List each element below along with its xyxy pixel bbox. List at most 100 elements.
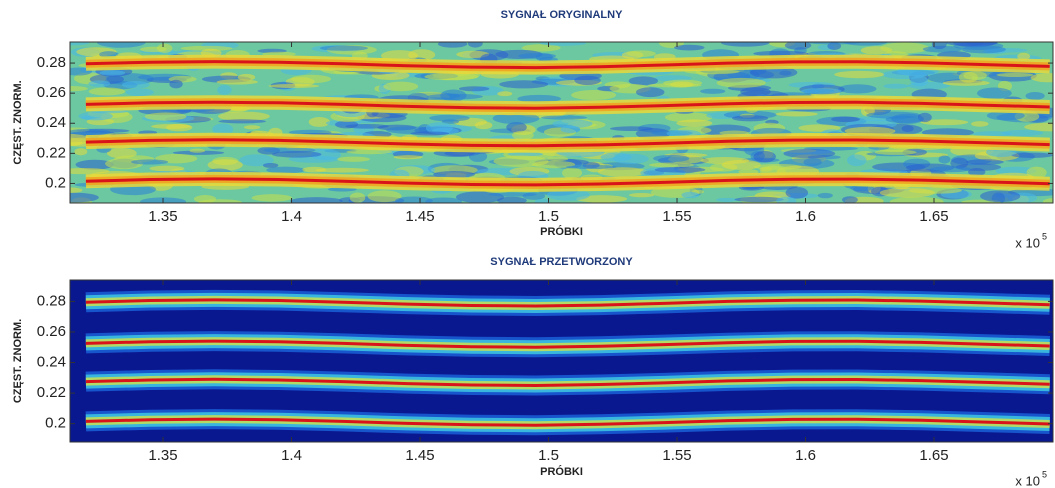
texture: [70, 192, 99, 203]
texture: [574, 75, 601, 86]
texture: [74, 148, 88, 156]
texture: [212, 123, 234, 136]
texture: [88, 80, 111, 87]
texture: [775, 111, 818, 117]
texture: [467, 42, 483, 48]
texture: [986, 110, 1025, 121]
texture: [676, 119, 713, 127]
texture: [785, 186, 809, 199]
texture: [942, 80, 990, 86]
x-multiplier-exponent: 5: [1042, 231, 1047, 241]
texture: [883, 83, 909, 89]
texture: [971, 121, 989, 127]
plot-area: [70, 42, 1053, 203]
texture: [1042, 198, 1053, 203]
texture: [834, 70, 885, 79]
x-tick-label: 1.45: [405, 447, 434, 464]
texture: [753, 150, 776, 163]
plot-frame: [69, 41, 1054, 204]
texture: [681, 191, 700, 199]
x-tick-label: 1.55: [662, 208, 691, 225]
texture: [654, 166, 706, 173]
texture: [535, 53, 553, 62]
texture: [635, 87, 665, 98]
texture: [337, 156, 371, 162]
texture: [216, 79, 259, 85]
texture: [1017, 52, 1031, 61]
texture: [262, 162, 279, 168]
texture: [99, 70, 126, 76]
texture: [189, 148, 206, 153]
texture: [144, 112, 187, 121]
texture: [628, 193, 655, 198]
texture: [720, 42, 770, 47]
texture: [70, 128, 111, 136]
texture: [410, 131, 450, 136]
texture: [239, 154, 274, 167]
x-axis-label: PRÓBKI: [540, 465, 583, 478]
texture: [648, 162, 695, 168]
texture: [776, 196, 797, 203]
ridge-line: [85, 177, 1050, 187]
ridge-line: [85, 339, 1050, 349]
y-tick-label: 0.26: [37, 323, 66, 340]
texture: [395, 196, 433, 203]
texture: [429, 114, 470, 122]
texture: [169, 79, 183, 89]
y-tick-label: 0.2: [45, 174, 66, 191]
texture: [1025, 92, 1045, 100]
texture: [308, 116, 331, 127]
texture: [885, 115, 923, 124]
texture: [493, 155, 549, 168]
texture: [497, 196, 527, 203]
texture: [922, 45, 963, 53]
texture: [268, 83, 320, 88]
texture: [424, 73, 479, 81]
texture: [831, 116, 860, 123]
texture: [931, 42, 947, 50]
chart-title: SYGNAŁ ORYGINALNY: [501, 9, 623, 21]
texture: [492, 112, 540, 125]
ridge-line: [85, 60, 1050, 70]
texture: [180, 45, 233, 51]
texture: [139, 46, 168, 53]
texture: [291, 74, 332, 84]
texture: [302, 166, 327, 173]
texture: [393, 155, 423, 160]
texture: [440, 89, 467, 102]
texture: [1001, 129, 1044, 137]
ridge-line: [85, 138, 1050, 148]
texture: [237, 73, 256, 81]
x-tick-label: 1.35: [148, 208, 177, 225]
x-tick-label: 1.6: [795, 447, 816, 464]
texture: [512, 130, 534, 140]
texture: [600, 152, 632, 162]
texture: [719, 130, 750, 136]
texture: [1011, 152, 1053, 158]
texture: [626, 50, 656, 57]
texture: [950, 157, 969, 169]
texture: [803, 158, 822, 167]
plot-frame: [69, 279, 1054, 443]
ridge-line: [85, 377, 1050, 387]
texture: [842, 196, 858, 203]
texture: [874, 149, 917, 155]
texture: [784, 42, 812, 50]
x-multiplier: x 10: [1015, 473, 1040, 488]
texture: [367, 190, 402, 203]
texture: [539, 42, 587, 46]
texture: [149, 165, 185, 172]
texture: [70, 86, 88, 92]
x-tick-label: 1.35: [148, 447, 177, 464]
texture: [506, 122, 527, 133]
texture: [433, 170, 476, 178]
texture: [131, 159, 169, 165]
x-tick-label: 1.4: [281, 447, 302, 464]
ridge-line: [85, 417, 1050, 427]
texture: [266, 166, 306, 174]
texture: [207, 159, 243, 171]
x-tick-label: 1.4: [281, 208, 302, 225]
texture: [217, 85, 232, 95]
texture: [920, 119, 969, 126]
texture: [319, 45, 369, 51]
